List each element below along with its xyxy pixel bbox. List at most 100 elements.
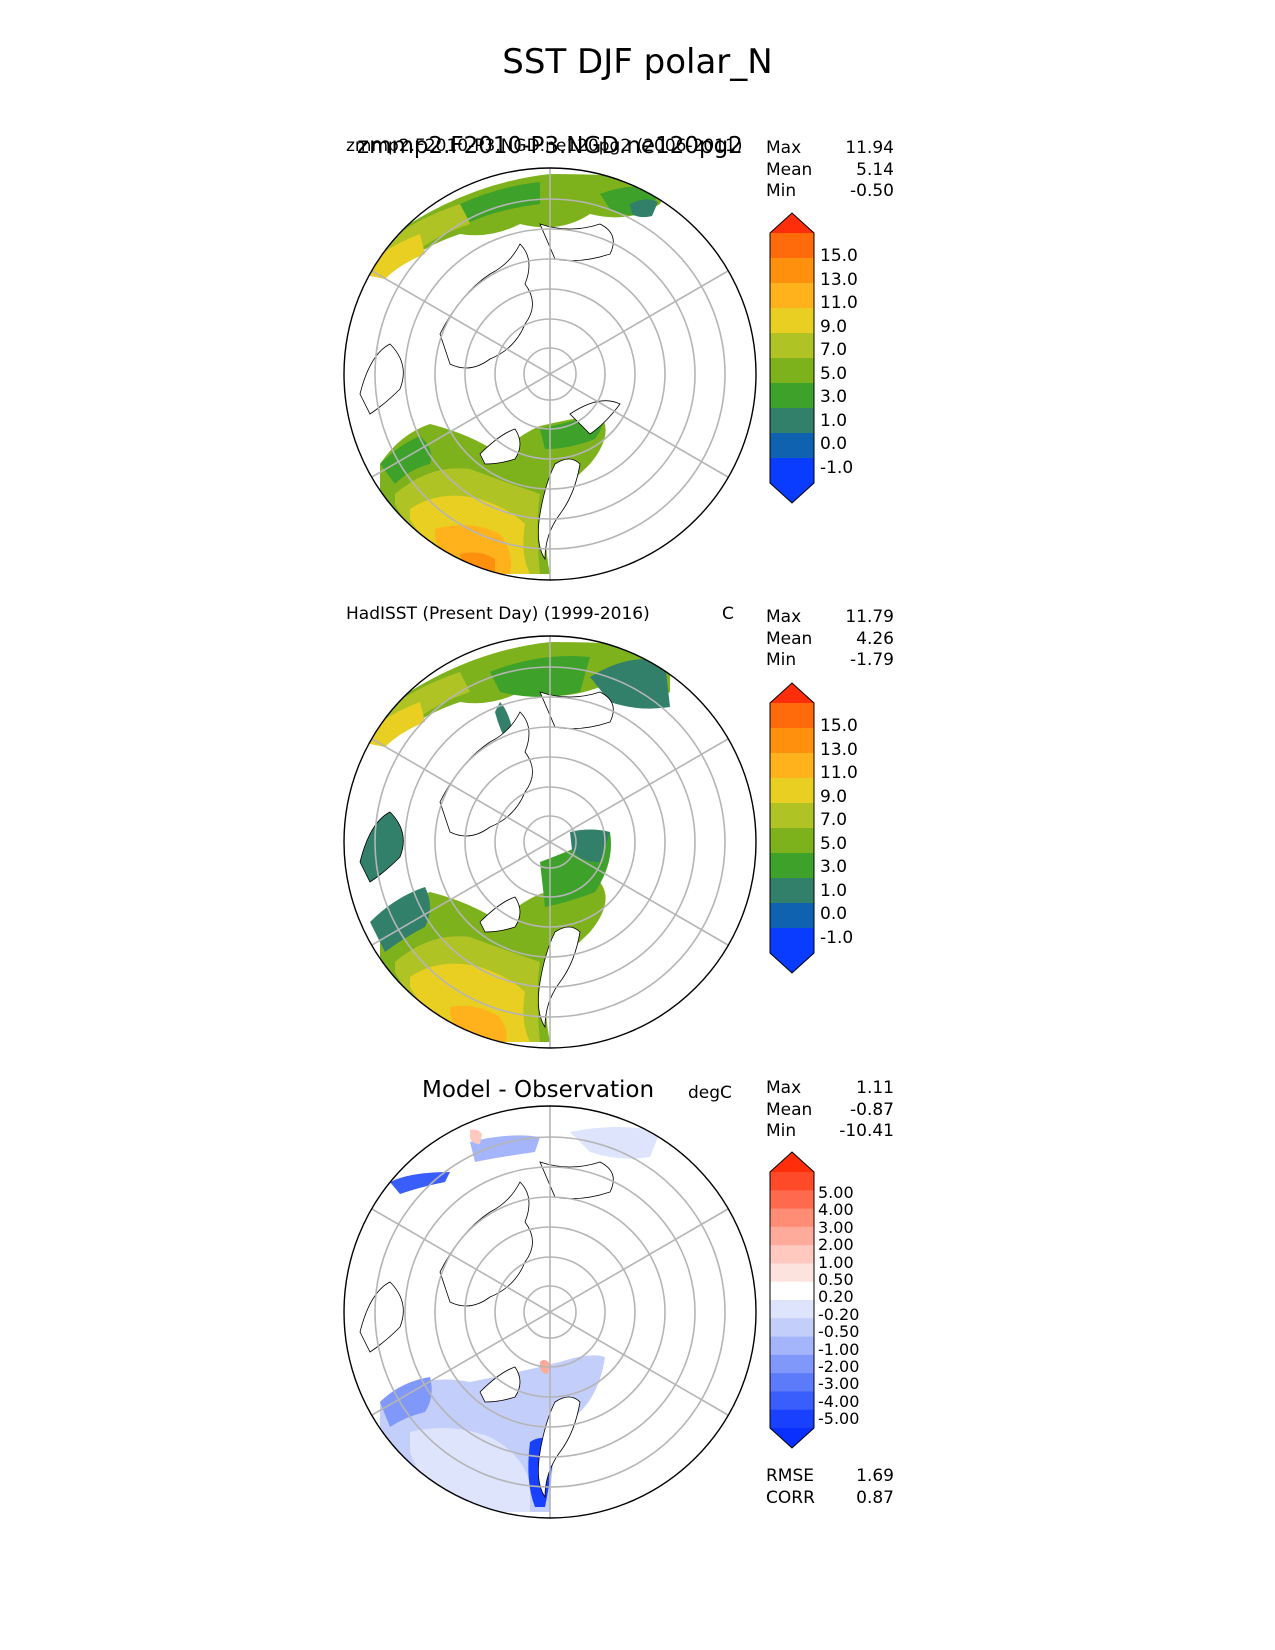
colorbar-tick-label: 1.0 (820, 410, 848, 431)
diff-metric-rmse: RMSE 1.69 (766, 1466, 894, 1486)
diff-siberia-land (539, 1161, 614, 1200)
colorbar-top-cap (770, 683, 814, 703)
colorbar-segment (770, 233, 814, 259)
diff-panel-title: Model - Observation (422, 1077, 655, 1103)
colorbar-tick-label: -5.00 (818, 1409, 860, 1429)
diff-stat-mean: Mean -0.87 (766, 1099, 894, 1120)
model-siberia-land (539, 223, 614, 262)
diff-pacific-cold-field (390, 1172, 450, 1194)
colorbar-segment (770, 1409, 814, 1429)
colorbar-tick-label: 0.50 (818, 1270, 854, 1289)
obs-graticule (371, 636, 729, 1048)
colorbar-segment (770, 1354, 814, 1374)
diff-panel-units: degC (688, 1083, 732, 1103)
colorbar-tick-label: 15.0 (820, 246, 858, 266)
colorbar-tick-label: -2.00 (818, 1357, 860, 1376)
model-polar-map (343, 167, 757, 581)
diff-positive-spot-1 (470, 1129, 482, 1144)
colorbar-tick-label: -3.00 (818, 1374, 860, 1394)
colorbar-tick-label: 0.0 (820, 904, 848, 924)
obs-stat-min: Min -1.79 (766, 650, 894, 670)
model-europe-land (537, 458, 581, 561)
diff-metrics: RMSE 1.69 CORR 0.87 (766, 1466, 894, 1509)
diff-stat-max: Max 1.11 (766, 1078, 894, 1098)
colorbar-segment (770, 383, 814, 409)
colorbar-tick-label: 13.0 (820, 269, 858, 290)
colorbar-tick-label: 1.0 (820, 880, 848, 901)
obs-colorbar (769, 682, 815, 974)
diff-stat-min: Min -10.41 (766, 1121, 894, 1141)
colorbar-segment (770, 1245, 814, 1264)
colorbar-segment (770, 1300, 814, 1319)
model-okhotsk-cold-field (630, 199, 658, 218)
obs-panel-title: HadISST (Present Day) (1999-2016) (346, 604, 650, 624)
colorbar-tick-label: -0.20 (818, 1304, 860, 1324)
model-stats: Max 11.94 Mean 5.14 Min -0.50 (766, 138, 894, 203)
obs-stat-max: Max 11.79 (766, 607, 894, 627)
colorbar-segment (770, 1263, 814, 1283)
colorbar-segment (770, 1373, 814, 1392)
diff-labrador-field (380, 1377, 432, 1427)
colorbar-segment (770, 333, 814, 359)
diff-stats: Max 1.11 Mean -0.87 Min -10.41 (766, 1078, 894, 1143)
diff-graticule (371, 1106, 729, 1518)
obs-siberia-land (539, 691, 614, 730)
colorbar-tick-label: 1.00 (818, 1252, 854, 1272)
model-bering-field (460, 182, 540, 222)
colorbar-segment (770, 1391, 814, 1411)
colorbar-tick-label: 15.0 (820, 716, 858, 736)
obs-stat-mean: Mean 4.26 (766, 628, 894, 649)
colorbar-tick-label: 9.0 (820, 316, 848, 337)
colorbar-segment (770, 703, 814, 729)
diff-polar-map (343, 1105, 757, 1519)
colorbar-segment (770, 258, 814, 284)
obs-bering-field (490, 656, 590, 697)
colorbar-segment (770, 433, 814, 459)
model-panel-title: zmmp2.F2010-P3.NGD.ne120pg2 (2006-2011) (346, 136, 743, 156)
diff-metric-corr: CORR 0.87 (766, 1487, 894, 1508)
colorbar-segment (770, 358, 814, 384)
colorbar-tick-label: 5.0 (820, 833, 848, 854)
model-pacific-field (380, 174, 670, 259)
colorbar-tick-label: 7.0 (820, 810, 848, 830)
colorbar-segment (770, 1226, 814, 1246)
colorbar-tick-label: 3.0 (820, 387, 848, 407)
colorbar-top-cap (770, 1152, 814, 1172)
colorbar-tick-label: 5.00 (818, 1183, 854, 1202)
colorbar-segment (770, 308, 814, 334)
model-graticule (371, 168, 729, 580)
colorbar-segment (770, 928, 814, 954)
diff-alaska-land (359, 1281, 404, 1353)
colorbar-segment (770, 1281, 814, 1301)
model-alaska-land (359, 343, 404, 415)
colorbar-bottom-cap (770, 1428, 814, 1448)
colorbar-tick-label: 13.0 (820, 739, 858, 760)
obs-stats: Max 11.79 Mean 4.26 Min -1.79 (766, 607, 894, 672)
colorbar-segment (770, 828, 814, 854)
obs-labrador-field (370, 887, 430, 952)
colorbar-outline (769, 1151, 815, 1449)
model-colorbar (769, 212, 815, 504)
colorbar-top-cap (770, 213, 814, 233)
colorbar-tick-label: 0.20 (818, 1287, 854, 1307)
colorbar-segment (770, 408, 814, 434)
diff-greenland-land (479, 1366, 521, 1403)
model-panel-title-overlay: zmmp2.F2010-P3.NGD.ne120pg2 (357, 133, 743, 159)
obs-europe-land (537, 926, 581, 1029)
model-stat-mean: Mean 5.14 (766, 159, 894, 180)
colorbar-tick-label: 11.0 (820, 293, 858, 313)
colorbar-segment (770, 1208, 814, 1228)
obs-alaska-shelf (359, 811, 404, 883)
colorbar-tick-label: 5.0 (820, 363, 848, 384)
diff-map-boundary (343, 1105, 757, 1519)
colorbar-tick-label: 4.00 (818, 1200, 854, 1220)
model-scandinavia-land (569, 400, 621, 435)
obs-polar-map (343, 635, 757, 1049)
colorbar-tick-label: 3.0 (820, 857, 848, 877)
model-pacific-warmest-field (360, 234, 425, 279)
colorbar-segment (770, 803, 814, 829)
colorbar-outline (769, 212, 815, 504)
colorbar-segment (770, 283, 814, 309)
obs-pacific-warmest-field (360, 702, 425, 747)
colorbar-outline (769, 682, 815, 974)
